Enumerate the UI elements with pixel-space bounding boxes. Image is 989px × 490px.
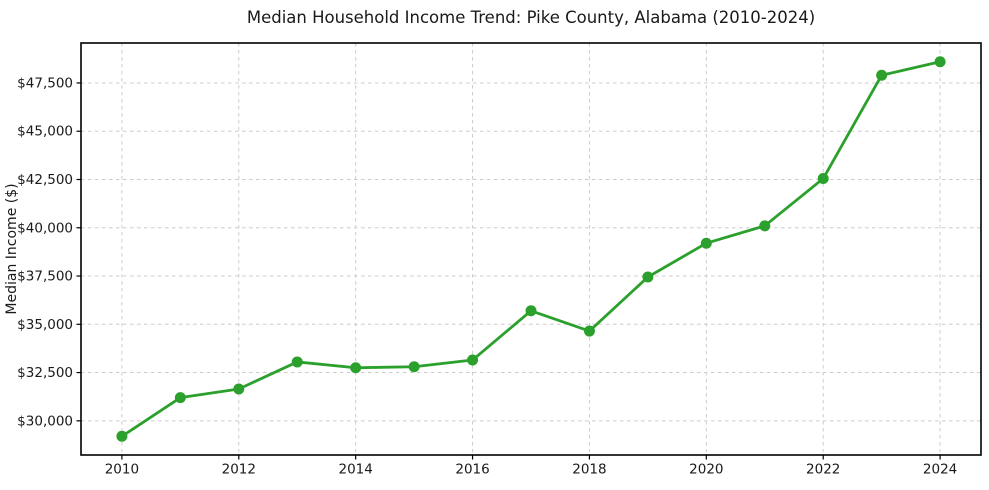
- x-tick-label: 2012: [222, 462, 256, 478]
- data-point-2022: [817, 173, 829, 185]
- y-tick-label: $37,500: [17, 269, 73, 285]
- data-point-2013: [291, 356, 303, 368]
- y-tick-label: $32,500: [17, 365, 73, 381]
- data-point-2011: [174, 392, 186, 404]
- y-tick-label: $40,000: [17, 220, 73, 236]
- data-point-2014: [350, 362, 362, 374]
- data-point-2018: [583, 325, 595, 337]
- axes-border: [80, 42, 982, 456]
- chart-title: Median Household Income Trend: Pike Coun…: [247, 8, 815, 27]
- data-point-2019: [642, 271, 654, 283]
- data-point-2015: [408, 361, 420, 373]
- trend-line: [120, 60, 942, 438]
- y-tick-label: $35,000: [17, 317, 73, 333]
- x-tick-label: 2024: [923, 462, 957, 478]
- y-axis-label: Median Income ($): [4, 183, 20, 314]
- data-point-2017: [525, 305, 537, 317]
- x-tick-label: 2020: [689, 462, 723, 478]
- y-tick-label: $45,000: [17, 124, 73, 140]
- data-point-2016: [467, 354, 479, 366]
- x-tick-label: 2022: [806, 462, 840, 478]
- y-tick-label: $30,000: [17, 413, 73, 429]
- data-point-2012: [233, 383, 245, 395]
- data-point-2020: [700, 237, 712, 249]
- data-point-2024: [934, 56, 946, 68]
- x-tick-label: 2018: [572, 462, 606, 478]
- data-point-2021: [759, 220, 771, 232]
- data-point-2010: [116, 430, 128, 442]
- data-point-2023: [876, 69, 888, 81]
- plot-area: 2010 2012 2014 2016 2018 2020 2022 2024 $30,000 $…: [17, 42, 982, 478]
- x-tick-label: 2010: [105, 462, 139, 478]
- y-tick-label: $42,500: [17, 172, 73, 188]
- y-tick-label: $47,500: [17, 75, 73, 91]
- x-tick-label: 2014: [338, 462, 372, 478]
- x-tick-label: 2016: [455, 462, 489, 478]
